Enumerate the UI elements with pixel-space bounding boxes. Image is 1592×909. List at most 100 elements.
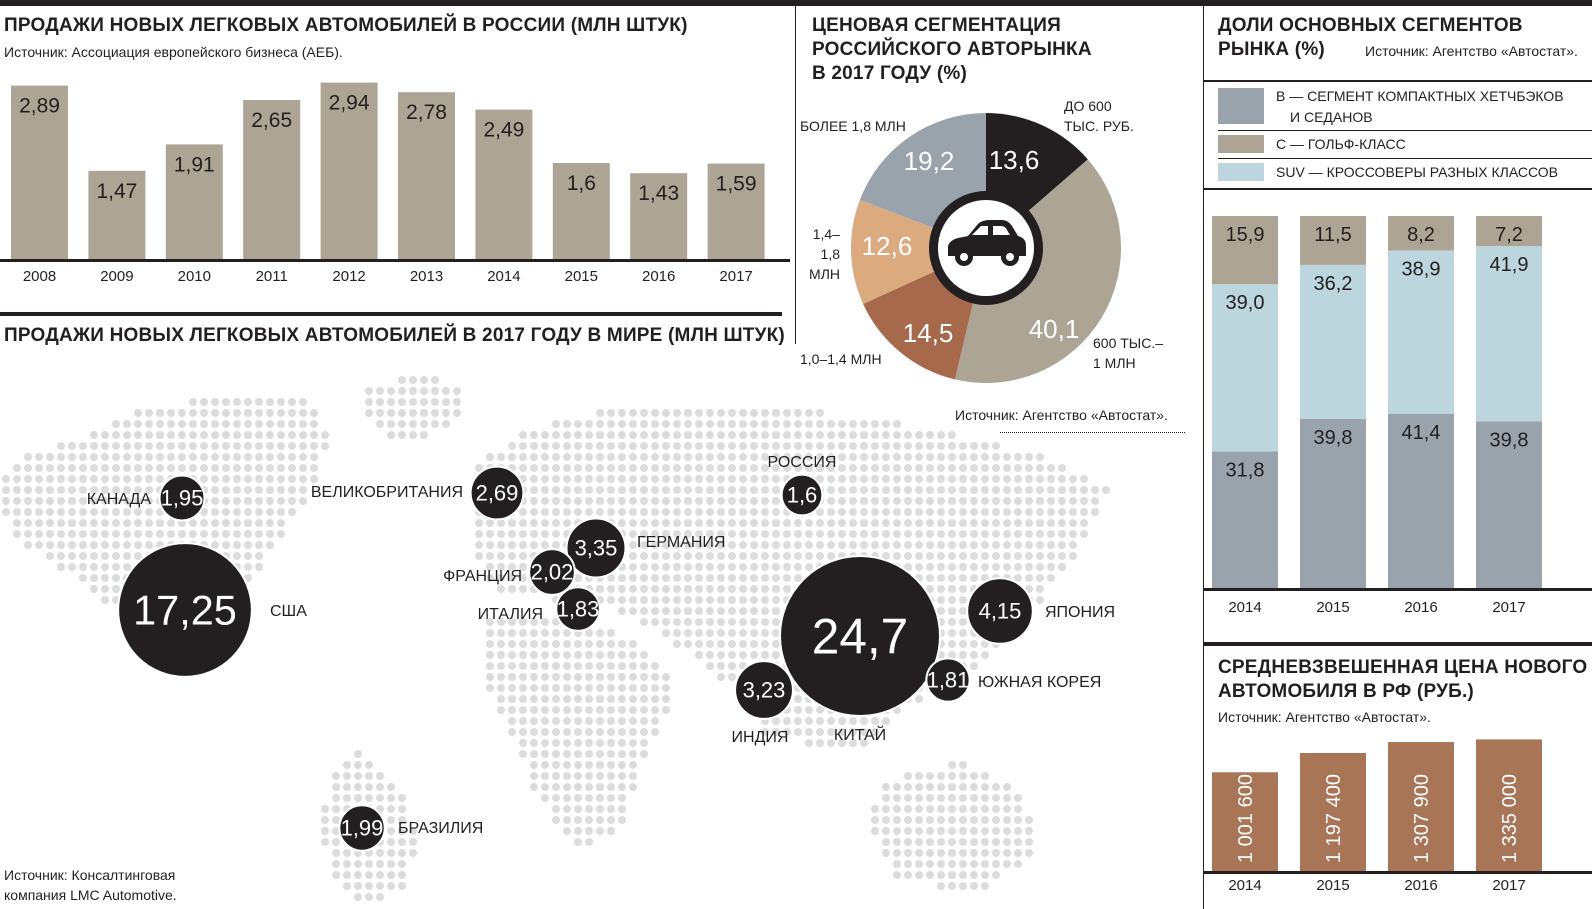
- map-dot: [827, 431, 835, 439]
- map-dot: [607, 805, 615, 813]
- map-dot: [761, 475, 769, 483]
- map-dot: [651, 673, 659, 681]
- map-dot: [673, 618, 681, 626]
- map-dot: [354, 860, 362, 868]
- map-dot: [57, 552, 65, 560]
- map-dot: [123, 420, 131, 428]
- map-dot: [739, 431, 747, 439]
- map-dot: [233, 442, 241, 450]
- map-dot: [519, 431, 527, 439]
- map-dot: [530, 728, 538, 736]
- map-dot: [255, 420, 263, 428]
- map-dot: [849, 442, 857, 450]
- map-dot: [992, 530, 1000, 538]
- map-dot: [948, 530, 956, 538]
- map-dot: [200, 475, 208, 483]
- avg-price-title-2: АВТОМОБИЛЯ В РФ (РУБ.): [1218, 681, 1474, 702]
- map-dot: [1014, 497, 1022, 505]
- map-dot: [959, 486, 967, 494]
- map-dot: [695, 563, 703, 571]
- country-name: ИТАЛИЯ: [478, 606, 543, 623]
- map-dot: [783, 519, 791, 527]
- map-dot: [860, 739, 868, 747]
- legend-c-label: С — ГОЛЬФ-КЛАСС: [1276, 136, 1406, 152]
- map-dot: [816, 442, 824, 450]
- map-dot: [563, 805, 571, 813]
- map-dot: [662, 695, 670, 703]
- russia-x-tick: 2008: [23, 268, 56, 285]
- map-dot: [508, 651, 516, 659]
- map-dot: [574, 420, 582, 428]
- map-dot: [981, 519, 989, 527]
- map-dot: [893, 475, 901, 483]
- map-dot: [13, 508, 21, 516]
- map-dot: [893, 838, 901, 846]
- map-dot: [739, 453, 747, 461]
- map-dot: [211, 541, 219, 549]
- map-dot: [937, 497, 945, 505]
- map-dot: [244, 530, 252, 538]
- map-dot: [1036, 519, 1044, 527]
- map-dot: [24, 519, 32, 527]
- map-dot: [893, 497, 901, 505]
- map-dot: [739, 508, 747, 516]
- map-dot: [728, 541, 736, 549]
- map-dot: [662, 574, 670, 582]
- map-dot: [57, 453, 65, 461]
- map-dot: [882, 464, 890, 472]
- map-dot: [629, 596, 637, 604]
- map-dot: [552, 618, 560, 626]
- map-dot: [706, 552, 714, 560]
- map-dot: [849, 739, 857, 747]
- map-dot: [827, 541, 835, 549]
- map-dot: [926, 838, 934, 846]
- map-dot: [871, 508, 879, 516]
- map-dot: [706, 497, 714, 505]
- map-dot: [585, 750, 593, 758]
- map-dot: [904, 431, 912, 439]
- map-dot: [574, 508, 582, 516]
- map-dot: [761, 728, 769, 736]
- map-dot: [761, 541, 769, 549]
- map-dot: [244, 464, 252, 472]
- shares-segment-label: 41,9: [1490, 254, 1529, 276]
- map-dot: [563, 717, 571, 725]
- map-dot: [695, 453, 703, 461]
- map-dot: [486, 618, 494, 626]
- map-dot: [728, 629, 736, 637]
- map-dot: [68, 486, 76, 494]
- map-dot: [266, 453, 274, 461]
- map-dot: [904, 530, 912, 538]
- map-dot: [244, 475, 252, 483]
- map-dot: [552, 695, 560, 703]
- map-dot: [948, 464, 956, 472]
- map-dot: [959, 475, 967, 483]
- map-dot: [761, 486, 769, 494]
- map-dot: [959, 838, 967, 846]
- map-dot: [1014, 827, 1022, 835]
- price-bar: [1212, 772, 1278, 871]
- map-dot: [915, 541, 923, 549]
- map-dot: [123, 442, 131, 450]
- map-dot: [761, 651, 769, 659]
- map-dot: [376, 772, 384, 780]
- legend-suv-swatch: [1218, 163, 1264, 181]
- map-dot: [343, 849, 351, 857]
- map-dot: [673, 519, 681, 527]
- map-dot: [860, 497, 868, 505]
- map-dot: [992, 464, 1000, 472]
- map-dot: [178, 464, 186, 472]
- map-dot: [244, 497, 252, 505]
- country-name: РОССИЯ: [768, 454, 837, 471]
- map-dot: [893, 431, 901, 439]
- map-dot: [299, 486, 307, 494]
- country-bubble: [925, 657, 971, 703]
- map-dot: [288, 442, 296, 450]
- legend-divider: [1218, 158, 1592, 159]
- map-dot: [453, 409, 461, 417]
- map-dot: [761, 519, 769, 527]
- map-dot: [739, 519, 747, 527]
- map-dot: [629, 717, 637, 725]
- map-dot: [354, 871, 362, 879]
- map-dot: [244, 409, 252, 417]
